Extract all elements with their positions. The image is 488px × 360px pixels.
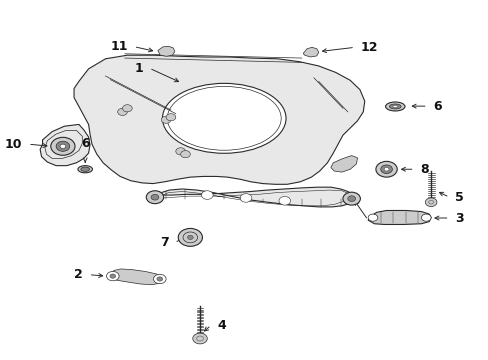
Circle shape [151, 194, 159, 200]
Ellipse shape [78, 166, 92, 173]
Ellipse shape [162, 84, 285, 153]
Text: 4: 4 [217, 319, 225, 332]
Circle shape [118, 108, 127, 116]
Ellipse shape [392, 105, 397, 108]
Circle shape [178, 228, 202, 246]
Circle shape [187, 235, 193, 239]
Polygon shape [74, 55, 364, 184]
Circle shape [384, 167, 388, 171]
Circle shape [106, 271, 119, 281]
Circle shape [157, 277, 163, 281]
Circle shape [380, 165, 391, 174]
Circle shape [180, 150, 190, 158]
Circle shape [183, 232, 197, 243]
Circle shape [425, 198, 436, 207]
Polygon shape [158, 46, 175, 56]
Circle shape [421, 214, 430, 221]
Text: 1: 1 [134, 62, 143, 75]
Circle shape [367, 214, 377, 221]
Polygon shape [109, 269, 163, 285]
Text: 6: 6 [433, 100, 441, 113]
Circle shape [201, 191, 213, 199]
Polygon shape [303, 47, 318, 57]
Circle shape [51, 137, 75, 155]
Circle shape [166, 114, 175, 121]
Circle shape [60, 144, 66, 148]
Text: 7: 7 [160, 236, 168, 249]
Circle shape [175, 148, 185, 155]
Circle shape [56, 141, 70, 151]
Circle shape [153, 274, 166, 284]
Circle shape [375, 161, 396, 177]
Circle shape [342, 192, 360, 205]
Text: 8: 8 [420, 163, 428, 176]
Polygon shape [151, 187, 354, 207]
Text: 6: 6 [81, 137, 89, 150]
Ellipse shape [81, 167, 89, 171]
Circle shape [347, 196, 355, 202]
Text: 9: 9 [373, 214, 382, 227]
Text: 12: 12 [360, 41, 378, 54]
Circle shape [192, 333, 207, 344]
Circle shape [161, 116, 171, 123]
Ellipse shape [388, 104, 400, 109]
Circle shape [110, 274, 116, 278]
Circle shape [279, 197, 290, 205]
Circle shape [146, 191, 163, 204]
Text: 11: 11 [110, 40, 127, 53]
Ellipse shape [385, 102, 404, 111]
Polygon shape [367, 211, 430, 225]
Text: 10: 10 [5, 138, 22, 150]
Circle shape [240, 194, 251, 202]
Text: 5: 5 [454, 191, 463, 204]
Polygon shape [330, 156, 357, 172]
Circle shape [122, 105, 132, 112]
Text: 2: 2 [74, 268, 82, 281]
Polygon shape [40, 125, 90, 166]
Text: 3: 3 [454, 212, 463, 225]
